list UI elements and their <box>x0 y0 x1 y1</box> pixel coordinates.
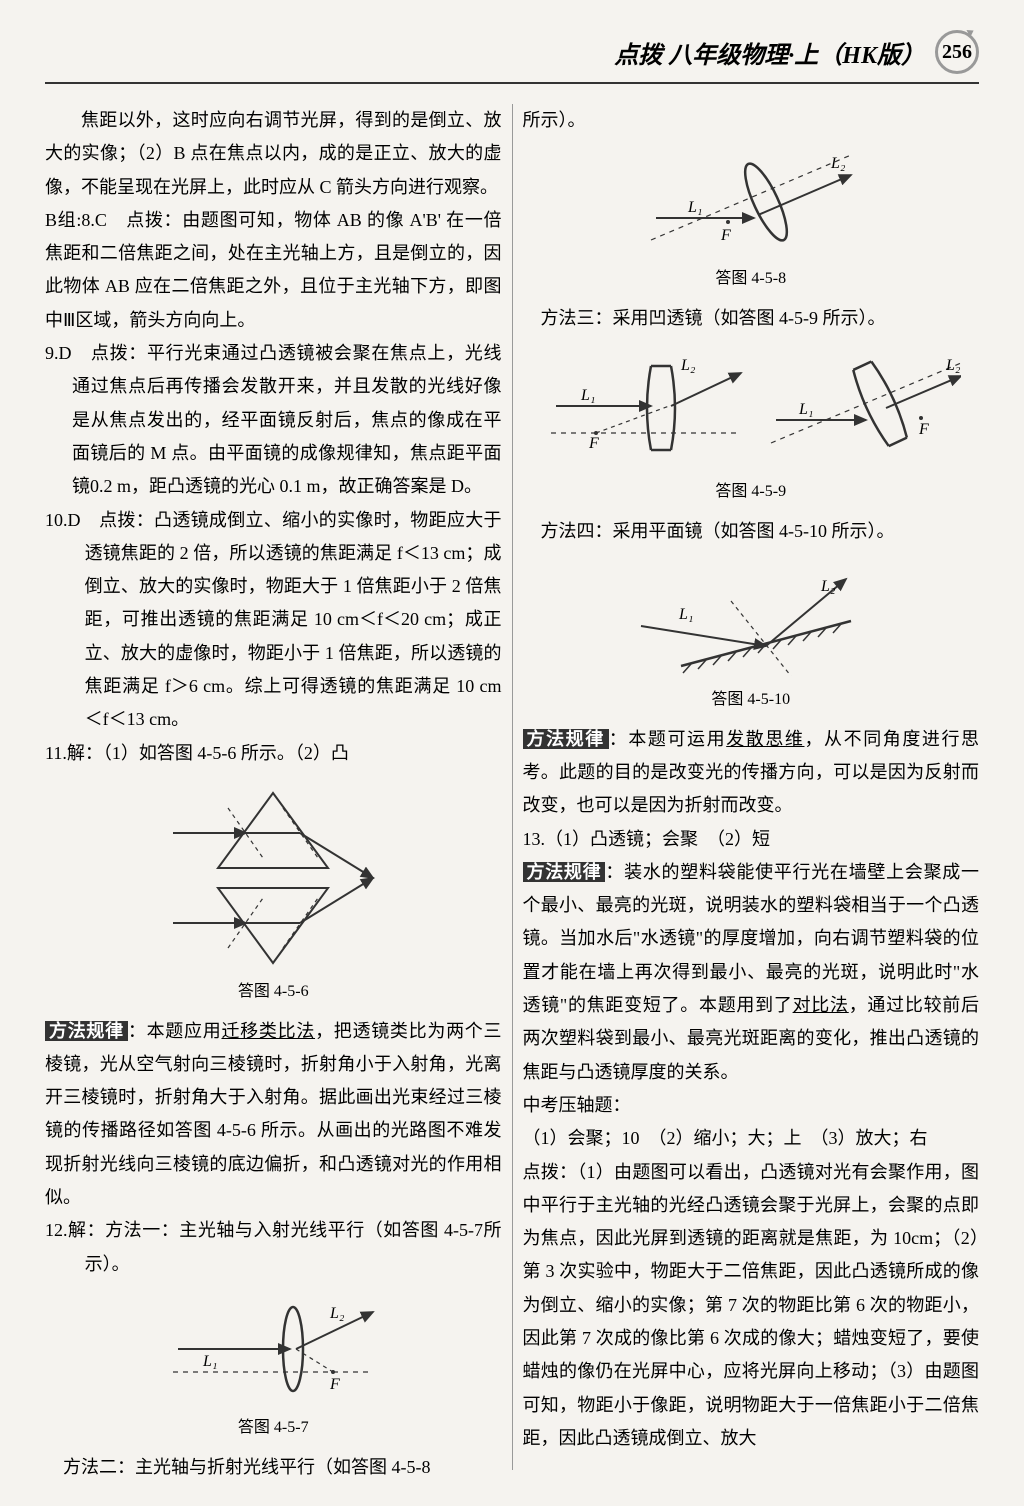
page-number-badge: 256 <box>935 30 979 74</box>
svg-text:F: F <box>720 227 731 244</box>
figure-4-5-6: 答图 4-5-6 <box>45 778 502 1007</box>
exam-detail: 点拨：（1）由题图可以看出，凸透镜对光有会聚作用，图中平行于主光轴的光经凸透镜会… <box>523 1156 980 1456</box>
fig-459-caption: 答图 4-5-9 <box>715 477 786 507</box>
convex-lens-457-icon: L₁ L₂ F <box>158 1294 388 1404</box>
question-11: 11.解：（1）如答图 4-5-6 所示。（2）凸 <box>45 737 502 770</box>
right-p-shown: 所示）。 <box>523 104 980 137</box>
method4-text: 方法四：采用平面镜（如答图 4-5-10 所示）。 <box>523 515 980 548</box>
figure-4-5-10: L₁ L₂ 答图 4-5-10 <box>523 556 980 715</box>
method-rule-right: 方法规律：本题可运用发散思维，从不同角度进行思考。此题的目的是改变光的传播方向，… <box>523 723 980 823</box>
method-law-label: 方法规律 <box>523 729 609 749</box>
figure-4-5-8: L₁ L₂ F 答图 4-5-8 <box>523 145 980 294</box>
question-9: 9.D 点拨：平行光束通过凸透镜被会聚在焦点上，光线通过焦点后再传播会发散开来，… <box>45 337 502 503</box>
left-column: 焦距以外，这时应向右调节光屏，得到的是倒立、放大的实像；（2）B 点在焦点以内，… <box>45 104 502 1470</box>
exam-q1: （1）会聚；10 （2）缩小；大；上 （3）放大；右 <box>523 1122 980 1155</box>
method-law2-text: ：装水的塑料袋能使平行光在墙壁上会聚成一个最小、最亮的光斑，说明装水的塑料袋相当… <box>523 862 980 1015</box>
prism-diagram-icon <box>158 783 388 968</box>
fig-457-caption: 答图 4-5-7 <box>238 1413 309 1443</box>
method2-text: 方法二：主光轴与折射光线平行（如答图 4-5-8 <box>45 1451 502 1484</box>
svg-text:L₂: L₂ <box>680 357 696 374</box>
svg-text:L₂: L₂ <box>830 155 846 172</box>
svg-text:L₁: L₁ <box>202 1353 217 1370</box>
svg-text:F: F <box>588 435 599 452</box>
method1-rest: ，把透镜类比为两个三棱镜，光从空气射向三棱镜时，折射角小于入射角，光离开三棱镜时… <box>45 1021 502 1207</box>
svg-text:L₂: L₂ <box>329 1305 345 1322</box>
column-divider <box>512 104 513 1470</box>
left-p1: 焦距以外，这时应向右调节光屏，得到的是倒立、放大的实像；（2）B 点在焦点以内，… <box>45 104 502 204</box>
method1-underline: 迁移类比法 <box>221 1021 315 1041</box>
svg-text:L₁: L₁ <box>580 387 595 404</box>
fig-458-caption: 答图 4-5-8 <box>715 264 786 294</box>
question-10: 10.D 点拨：凸透镜成倒立、缩小的实像时，物距应大于透镜焦距的 2 倍，所以透… <box>45 504 502 737</box>
svg-text:F: F <box>918 421 929 438</box>
question-13: 13.（1）凸透镜；会聚 （2）短 <box>523 823 980 856</box>
method-law2-underline: 对比法 <box>793 995 849 1015</box>
concave-lens-pair-icon: L₁ L₂ F L₁ L₂ F <box>541 348 961 468</box>
exam-title: 中考压轴题： <box>523 1089 980 1122</box>
question-8: B组:8.C 点拨：由题图可知，物体 AB 的像 A'B' 在一倍焦距和二倍焦距… <box>45 204 502 337</box>
method3-text: 方法三：采用凹透镜（如答图 4-5-9 所示）。 <box>523 302 980 335</box>
svg-text:L₁: L₁ <box>798 401 813 418</box>
svg-text:L₂: L₂ <box>820 578 836 595</box>
method1-text: ：本题应用 <box>128 1021 222 1041</box>
svg-text:L₁: L₁ <box>678 606 693 623</box>
method-rule-2: 方法规律：装水的塑料袋能使平行光在墙壁上会聚成一个最小、最亮的光斑，说明装水的塑… <box>523 856 980 1089</box>
method-label-1: 方法规律 <box>45 1021 128 1041</box>
method-law-underline: 发散思维 <box>726 729 804 749</box>
page-header: 点拨 八年级物理·上（HK版） 256 <box>45 30 979 84</box>
figure-4-5-7: L₁ L₂ F 答图 4-5-7 <box>45 1289 502 1443</box>
content-area: 焦距以外，这时应向右调节光屏，得到的是倒立、放大的实像；（2）B 点在焦点以内，… <box>45 104 979 1470</box>
method-rule-1: 方法规律：本题应用迁移类比法，把透镜类比为两个三棱镜，光从空气射向三棱镜时，折射… <box>45 1015 502 1215</box>
page-number: 256 <box>942 41 972 64</box>
figure-4-5-9: L₁ L₂ F L₁ L₂ F <box>523 343 980 507</box>
right-column: 所示）。 L₁ L₂ F 答图 4-5-8 方法三：采用凹透镜（如答图 <box>523 104 980 1470</box>
method-law2-label: 方法规律 <box>523 862 606 882</box>
svg-text:F: F <box>329 1376 340 1393</box>
fig-456-caption: 答图 4-5-6 <box>238 977 309 1007</box>
svg-text:L₂: L₂ <box>945 357 961 374</box>
question-12: 12.解：方法一：主光轴与入射光线平行（如答图 4-5-7所示）。 <box>45 1214 502 1281</box>
header-title: 点拨 八年级物理·上（HK版） <box>614 35 925 70</box>
convex-lens-458-icon: L₁ L₂ F <box>636 150 866 255</box>
method-law-text1: ：本题可运用 <box>609 729 726 749</box>
plane-mirror-icon: L₁ L₂ <box>621 561 881 676</box>
fig-4510-caption: 答图 4-5-10 <box>711 685 790 715</box>
svg-text:L₁: L₁ <box>687 199 702 216</box>
